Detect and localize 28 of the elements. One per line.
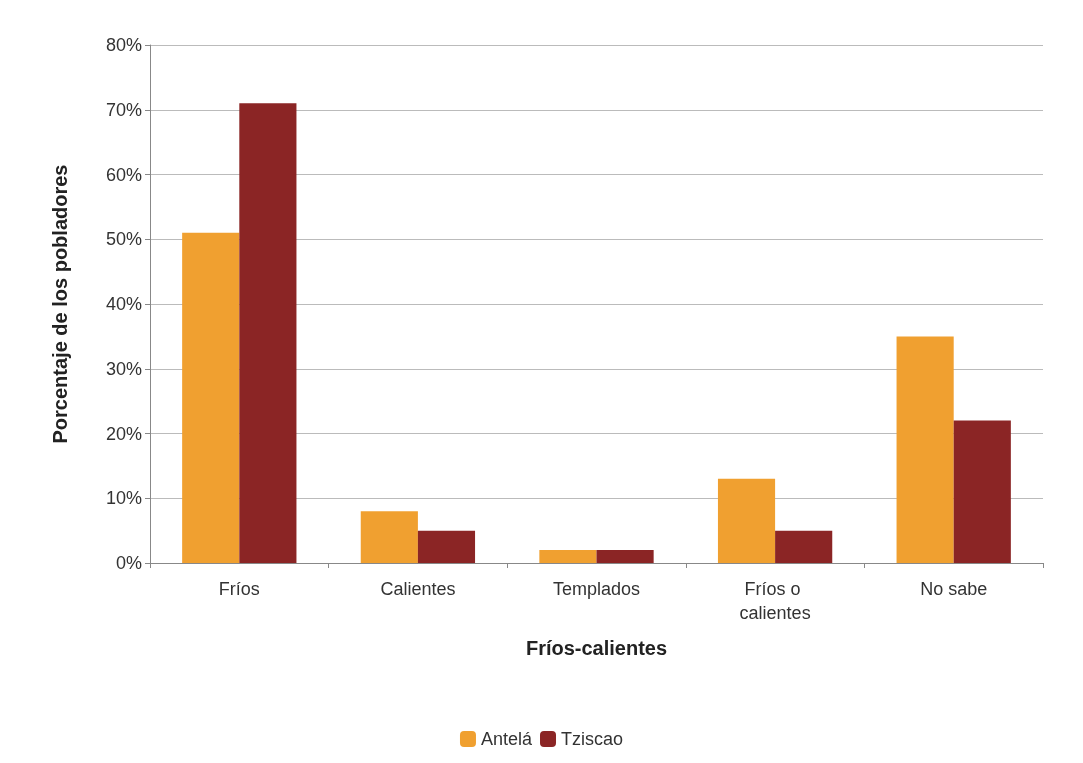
legend-label: Tziscao [561,729,624,749]
y-tick-label: 50% [105,229,142,250]
y-tick-label: 40% [105,294,142,314]
y-tick-label: 20% [105,423,142,444]
bar [239,103,297,563]
bar [360,511,418,563]
bar [953,420,1011,563]
y-tick-label: 70% [105,99,142,120]
bar [896,336,954,563]
x-tick-label: Fríos [218,579,260,599]
y-axis-title: Porcentaje de los pobladores [49,164,71,444]
x-tick-label: Fríos o calientes [739,579,811,623]
y-tick-label: 0% [115,553,142,573]
legend-label: Antelá [480,729,533,749]
x-axis-title: Fríos-calientes [525,637,668,659]
y-tick-label: 10% [105,488,142,509]
x-tick-label: Calientes [380,579,456,599]
bar [182,232,240,563]
bar [539,550,597,563]
y-tick-label: 80% [105,35,142,55]
bar [596,550,654,563]
x-tick-label: Templados [552,579,641,599]
y-tick-label: 60% [105,164,142,185]
y-tick-label: 30% [105,358,142,379]
x-tick-label: No sabe [920,579,988,599]
bar [417,530,476,563]
bar [775,530,833,563]
bar [717,478,776,563]
